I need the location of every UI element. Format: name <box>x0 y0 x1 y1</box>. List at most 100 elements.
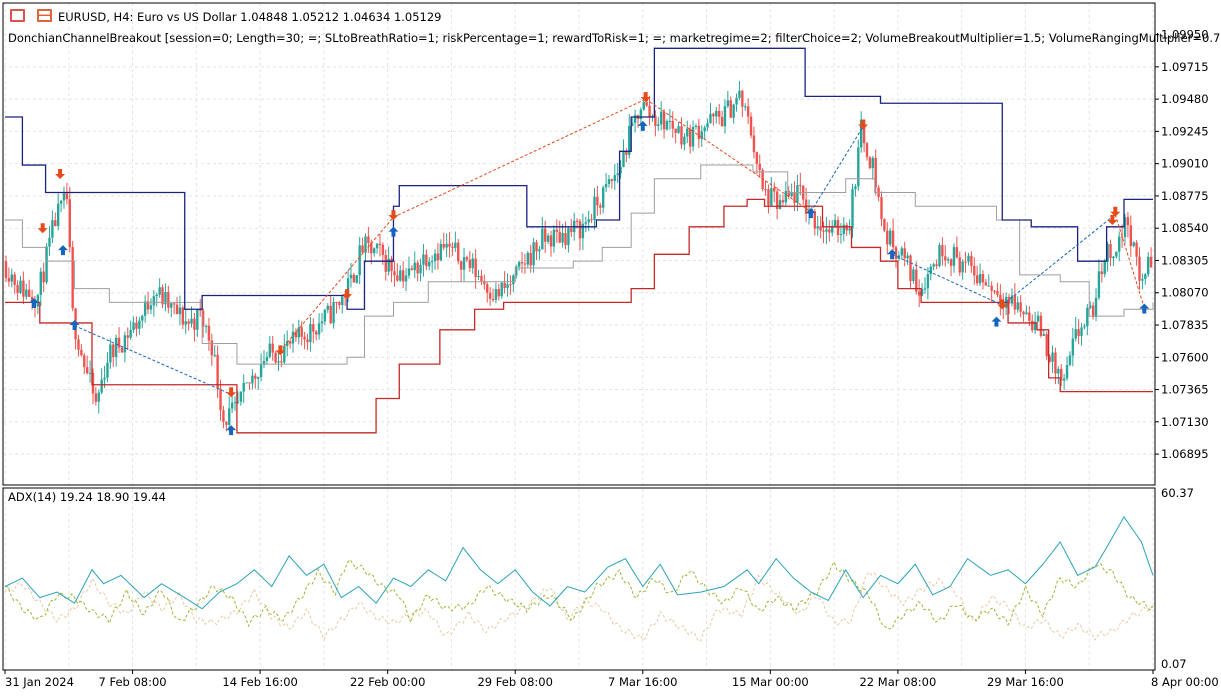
candle-body <box>199 309 202 311</box>
candle-body <box>1060 368 1063 381</box>
candle-body <box>410 268 414 271</box>
chart-window-icon[interactable] <box>10 9 25 22</box>
candle-body <box>488 292 492 299</box>
candle-body <box>912 269 915 281</box>
candle-body <box>236 401 240 403</box>
candle-body <box>172 303 176 305</box>
candle-body <box>932 264 935 267</box>
candle-body <box>587 219 590 223</box>
candle-body <box>610 179 614 181</box>
candle-body <box>987 285 990 287</box>
candle-body <box>857 147 860 187</box>
candle-body <box>1126 217 1130 226</box>
sell-arrow-icon <box>1107 214 1118 225</box>
candle-body <box>1141 279 1144 281</box>
price-axis-label: 1.07365 <box>1161 383 1209 397</box>
candle-body <box>886 230 889 245</box>
trade-link <box>1114 214 1145 309</box>
time-axis-label: 29 Feb 08:00 <box>477 675 552 689</box>
candle-body <box>219 388 222 411</box>
candle-body <box>793 192 796 203</box>
candle-body <box>375 243 379 249</box>
sell-arrow-icon <box>997 299 1008 310</box>
candle-body <box>149 305 153 310</box>
sell-arrow-icon <box>1110 206 1121 217</box>
time-axis-label: 7 Mar 16:00 <box>608 675 677 689</box>
candle-body <box>622 151 625 167</box>
candle-body <box>732 104 735 118</box>
candle-body <box>1062 378 1066 381</box>
candle-body <box>978 274 982 284</box>
candle-body <box>422 254 425 265</box>
candle-body <box>370 242 373 254</box>
candle-body <box>268 343 272 357</box>
candle-body <box>399 270 402 281</box>
sell-arrow-icon <box>226 387 237 398</box>
candle-body <box>628 125 631 155</box>
chart-properties-icon[interactable] <box>37 9 52 22</box>
candle-body <box>175 304 179 315</box>
candle-body <box>738 90 741 98</box>
candle-body <box>390 258 393 272</box>
candle-body <box>1103 261 1106 275</box>
candle-body <box>819 226 822 231</box>
candle-body <box>77 339 80 350</box>
candle-body <box>613 175 616 181</box>
candle-body <box>129 330 132 338</box>
candle-body <box>155 294 158 297</box>
candle-body <box>161 287 164 305</box>
candle-body <box>242 382 245 392</box>
candle-body <box>1149 256 1153 268</box>
candle-body <box>56 203 60 227</box>
candle-body <box>329 305 332 324</box>
candle-body <box>549 235 553 247</box>
candle-body <box>245 382 248 384</box>
candle-body <box>773 188 776 192</box>
candle-body <box>448 243 451 247</box>
candles <box>4 80 1153 432</box>
candle-body <box>196 309 199 330</box>
candle-body <box>413 262 416 271</box>
candle-body <box>778 200 782 209</box>
candle-body <box>378 243 382 245</box>
buy-arrow-icon <box>226 425 237 436</box>
candle-body <box>630 122 634 126</box>
candle-body <box>787 191 790 197</box>
candle-body <box>700 131 703 140</box>
candle-body <box>59 200 63 204</box>
candle-body <box>1094 297 1098 317</box>
candle-body <box>207 325 211 341</box>
candle-body <box>94 393 98 402</box>
candle-body <box>523 263 527 265</box>
candle-body <box>961 261 964 273</box>
candle-body <box>138 320 141 329</box>
candle-body <box>404 275 408 282</box>
price-axis-label: 1.08070 <box>1161 286 1209 300</box>
candle-body <box>280 361 283 363</box>
candle-body <box>668 120 672 122</box>
candle-body <box>384 254 387 272</box>
candle-body <box>535 242 538 252</box>
candle-body <box>439 244 443 261</box>
candle-body <box>1144 274 1147 280</box>
candle-body <box>964 261 967 263</box>
price-panel-frame <box>2 2 1156 486</box>
candle-body <box>341 296 344 306</box>
candle-body <box>929 266 932 275</box>
candle-body <box>1135 242 1138 257</box>
candle-body <box>848 228 851 231</box>
candle-body <box>352 274 356 283</box>
candle-body <box>19 280 22 293</box>
buy-arrow-icon <box>28 298 39 309</box>
candle-body <box>204 325 208 327</box>
candle-body <box>709 113 712 124</box>
candle-body <box>601 187 605 208</box>
time-axis-label: 14 Feb 16:00 <box>222 675 297 689</box>
candle-body <box>123 335 127 353</box>
buy-arrow-icon <box>388 226 399 237</box>
candle-body <box>825 229 828 232</box>
sell-arrow-icon <box>55 168 66 179</box>
candle-body <box>1016 302 1019 310</box>
candle-body <box>842 224 846 234</box>
candle-body <box>85 367 89 374</box>
